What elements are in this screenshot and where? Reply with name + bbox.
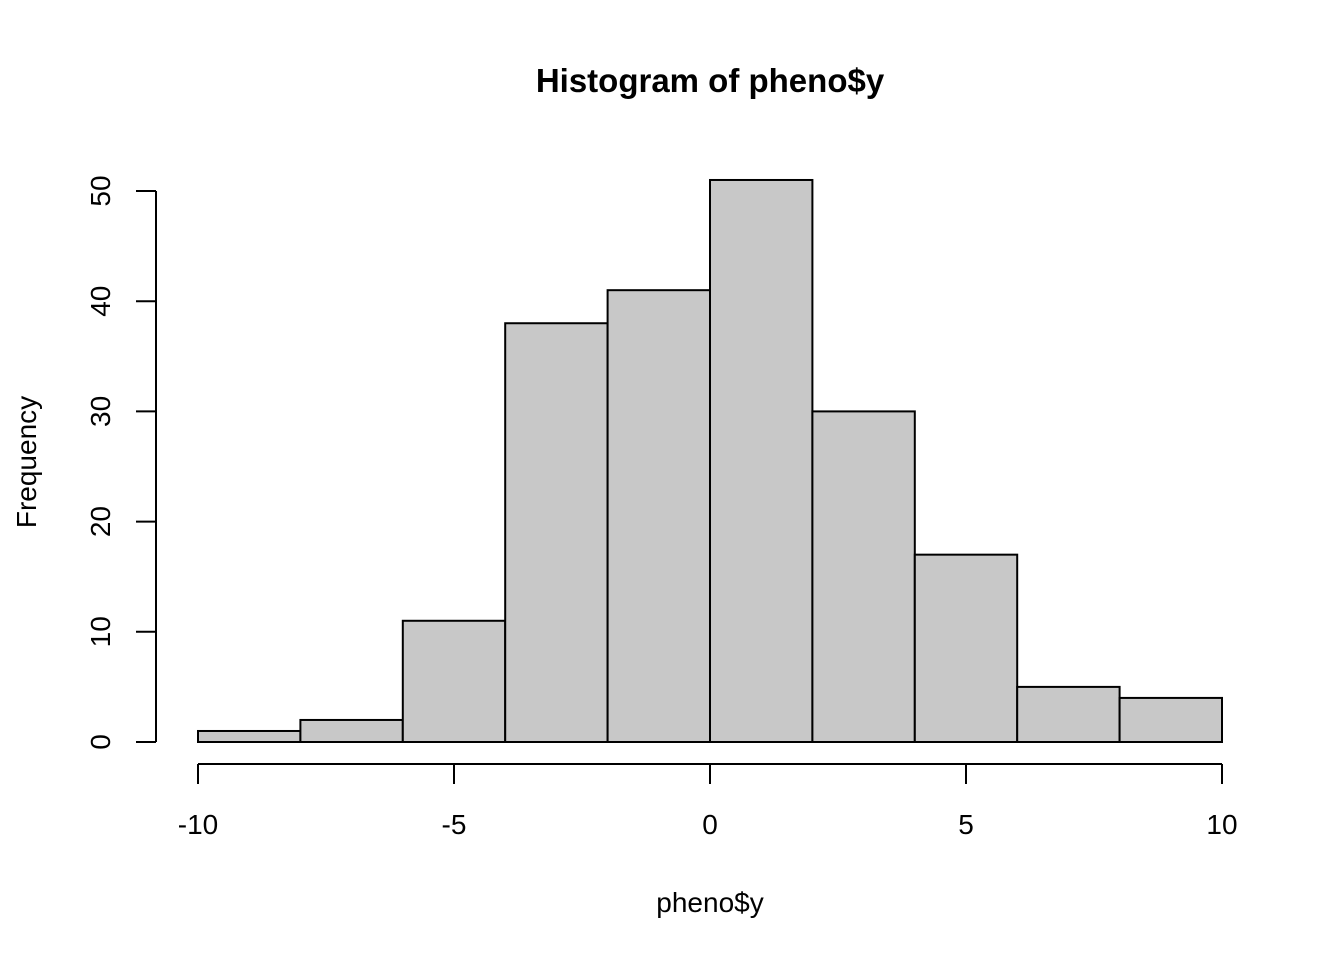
x-axis: -10 -5 0 5 10 — [178, 763, 1238, 840]
histogram-bar-2 — [401, 619, 507, 744]
histogram-bar-5 — [709, 178, 814, 744]
x-tick-label-4: 10 — [1206, 809, 1237, 840]
y-axis-label: Frequency — [11, 396, 42, 528]
chart-title: Histogram of pheno$y — [536, 62, 885, 99]
histogram-bar-4 — [606, 289, 711, 743]
x-axis-label: pheno$y — [656, 887, 763, 918]
x-tick-label-3: 5 — [958, 809, 974, 840]
histogram-bar-8 — [1016, 685, 1121, 744]
histogram-bar-6 — [811, 410, 916, 743]
y-tick-label-5: 50 — [85, 175, 116, 206]
y-tick-label-2: 20 — [85, 506, 116, 537]
histogram-bar-0 — [197, 729, 302, 743]
histogram-bar-3 — [504, 322, 609, 743]
x-tick-label-0: -10 — [178, 809, 218, 840]
y-axis: 0 10 20 30 40 50 — [85, 175, 157, 750]
y-tick-label-0: 0 — [85, 734, 116, 750]
histogram-bar-7 — [913, 553, 1019, 743]
bars-group — [197, 178, 1223, 744]
histogram-bar-1 — [299, 718, 404, 744]
x-tick-label-1: -5 — [442, 809, 467, 840]
y-tick-label-4: 40 — [85, 286, 116, 317]
histogram-bar-9 — [1118, 696, 1223, 743]
x-tick-label-2: 0 — [702, 809, 718, 840]
y-tick-label-1: 10 — [85, 616, 116, 647]
y-tick-label-3: 30 — [85, 396, 116, 427]
